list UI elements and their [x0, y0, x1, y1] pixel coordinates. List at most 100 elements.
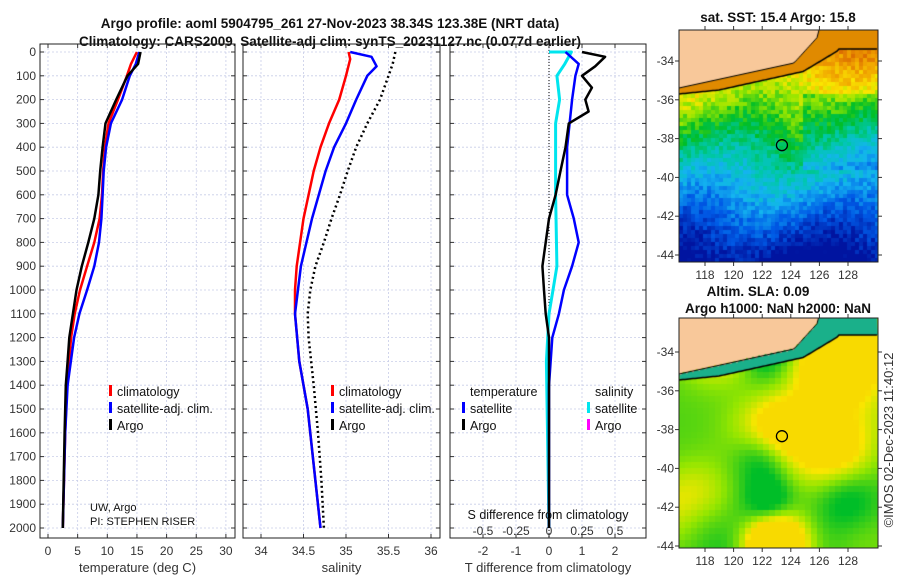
- legend-swatch-s-argo: [587, 419, 590, 430]
- temperature-legend: climatology satellite-adj. clim. Argo: [109, 385, 213, 433]
- legend-swatch-climatology: [109, 385, 112, 396]
- sst-map: 118 120 122 124 126 128 -34 -36 -38 -40 -42 -44: [657, 26, 882, 282]
- series-line-argo: [61, 51, 142, 529]
- y-tick-label: 2000: [9, 521, 36, 535]
- legend-label: satellite: [470, 402, 512, 416]
- y-tick-label: 700: [16, 212, 36, 226]
- lat-tick-label: -34: [657, 345, 675, 359]
- y-tick-label: 1500: [9, 402, 36, 416]
- series-line-argo: [306, 51, 397, 529]
- lat-tick-label: -40: [657, 170, 675, 184]
- y-tick-label: 600: [16, 188, 36, 202]
- x-axis-label: temperature (deg C): [79, 560, 196, 575]
- temperature-panel: 0100200300400500600700800900100011001200…: [9, 43, 236, 575]
- lon-tick-label: 126: [809, 554, 829, 568]
- lat-tick-label: -40: [657, 461, 675, 475]
- legend-label: Argo: [470, 419, 496, 433]
- lon-tick-label: 122: [752, 554, 772, 568]
- sla-map-title: Altim. SLA: 0.09: [707, 284, 810, 299]
- legend-label: satellite: [595, 402, 637, 416]
- series-line-t-satellite: [547, 51, 580, 528]
- lon-tick-label: 122: [752, 268, 772, 282]
- s-diff-axis-label: S difference from climatology: [468, 508, 630, 522]
- legend-swatch-s-satellite: [587, 402, 590, 413]
- x-tick-label: 0: [45, 544, 52, 558]
- y-tick-label: 900: [16, 259, 36, 273]
- lat-tick-label: -34: [657, 54, 675, 68]
- y-tick-label: 0: [29, 45, 36, 59]
- lon-tick-label: 120: [724, 268, 744, 282]
- lat-tick-label: -42: [657, 500, 675, 514]
- legend-swatch-satellite: [109, 402, 112, 413]
- panel-frame: [449, 43, 647, 539]
- lon-tick-label: 128: [838, 268, 858, 282]
- x-tick-label: 30: [219, 544, 233, 558]
- legend-label: Argo: [339, 419, 365, 433]
- figure-title-line2: Climatology: CARS2009. Satellite-adj cli…: [79, 34, 581, 49]
- argo-location-marker: [775, 139, 789, 152]
- salinity-legend: climatology satellite-adj. clim. Argo: [331, 385, 435, 433]
- lat-tick-label: -44: [657, 248, 675, 262]
- sla-map: 118 120 122 124 126 128 -34 -36 -38 -40 -42 -44: [657, 314, 882, 568]
- x-tick-label: 25: [190, 544, 204, 558]
- salinity-panel: 34 34.5 35 35.5 36 salinity: [242, 43, 441, 575]
- y-tick-label: 200: [16, 93, 36, 107]
- legend-label: Argo: [117, 419, 143, 433]
- credit-line2: PI: STEPHEN RISER: [90, 516, 195, 528]
- legend-swatch-argo: [109, 419, 112, 430]
- legend-swatch-satellite: [331, 402, 334, 413]
- x-tick-label: 10: [101, 544, 115, 558]
- legend-swatch-climatology: [331, 385, 334, 396]
- lat-tick-label: -36: [657, 93, 675, 107]
- y-tick-label: 1900: [9, 497, 36, 511]
- x-tick-label: 34: [254, 544, 268, 558]
- x-tick-label: 5: [74, 544, 81, 558]
- lon-tick-label: 120: [724, 554, 744, 568]
- y-tick-label: 800: [16, 235, 36, 249]
- lat-tick-label: -42: [657, 209, 675, 223]
- panel-frame: [39, 43, 236, 539]
- map-frame: [678, 29, 879, 263]
- lon-tick-label: 124: [781, 268, 801, 282]
- lat-tick-label: -44: [657, 539, 675, 553]
- s-tick-label: -0.25: [502, 524, 530, 538]
- y-tick-label: 1000: [9, 283, 36, 297]
- x-tick-label: -2: [478, 544, 489, 558]
- copyright-text: ©IMOS 02-Dec-2023 11:40:12: [881, 353, 896, 528]
- series-line-s-satellite: [544, 50, 573, 529]
- series-line-satellite-adj: [293, 50, 378, 529]
- map-frame: [678, 317, 879, 549]
- y-tick-label: 1700: [9, 450, 36, 464]
- series-line-satellite-adj: [61, 51, 141, 529]
- legend-swatch-t-satellite: [462, 402, 465, 413]
- y-tick-label: 500: [16, 164, 36, 178]
- s-tick-label: -0.5: [473, 524, 494, 538]
- legend-label: climatology: [117, 385, 180, 399]
- figure-title-line1: Argo profile: aoml 5904795_261 27-Nov-20…: [101, 16, 559, 31]
- y-tick-label: 1300: [9, 354, 36, 368]
- legend-title-salinity: salinity: [595, 385, 634, 399]
- legend-swatch-t-argo: [462, 419, 465, 430]
- x-tick-label: 20: [160, 544, 174, 558]
- legend-label: satellite-adj. clim.: [117, 402, 213, 416]
- y-tick-label: 400: [16, 140, 36, 154]
- x-tick-label: 15: [130, 544, 144, 558]
- credit-line1: UW, Argo: [90, 502, 136, 514]
- sst-map-title: sat. SST: 15.4 Argo: 15.8: [700, 10, 856, 25]
- lat-tick-label: -36: [657, 384, 675, 398]
- difference-legend: temperature satellite Argo salinity sate…: [462, 385, 637, 433]
- y-tick-label: 1400: [9, 378, 36, 392]
- x-tick-label: 35: [339, 544, 353, 558]
- legend-label: satellite-adj. clim.: [339, 402, 435, 416]
- lon-tick-label: 118: [695, 554, 714, 568]
- lat-tick-label: -38: [657, 132, 675, 146]
- lon-tick-label: 118: [695, 268, 714, 282]
- y-tick-label: 300: [16, 116, 36, 130]
- y-tick-label: 1100: [10, 307, 36, 321]
- argo-location-marker: [775, 430, 789, 443]
- x-tick-label: 2: [612, 544, 619, 558]
- legend-title-temperature: temperature: [470, 385, 537, 399]
- x-tick-label: 0: [546, 544, 553, 558]
- legend-swatch-argo: [331, 419, 334, 430]
- sla-map-subtitle: Argo h1000: NaN h2000: NaN: [685, 301, 871, 316]
